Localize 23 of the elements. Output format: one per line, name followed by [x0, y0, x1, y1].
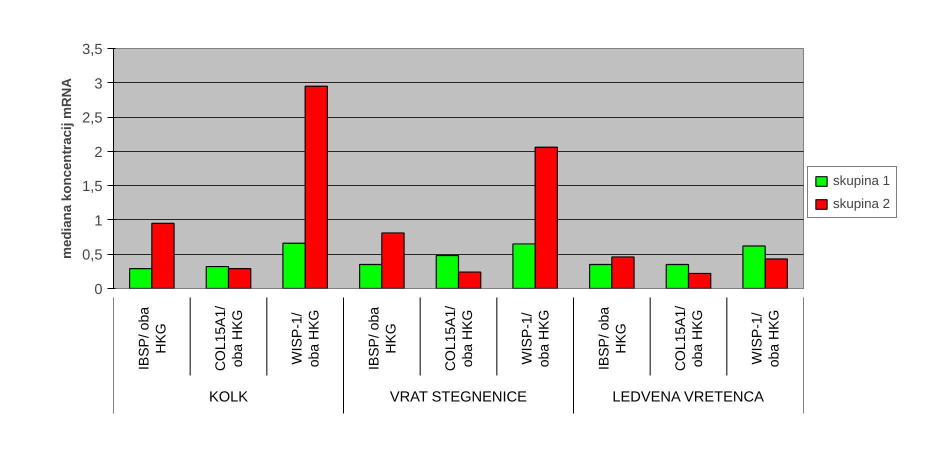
text: KOLK — [208, 390, 248, 406]
text: LEDVENA VRETENCA — [612, 390, 764, 406]
x-tick-label: IBSP/ oba HKG — [365, 306, 398, 370]
y-tick-label: 0 — [94, 282, 103, 298]
y-tick-label: 3,5 — [82, 42, 102, 58]
x-tick-label: IBSP/ oba HKG — [595, 306, 628, 370]
x-tick-label: COL15A1/ oba HKG — [212, 306, 245, 372]
x-tick-label: COL15A1/ oba HKG — [672, 306, 705, 372]
y-tick-label: 1,5 — [82, 179, 102, 196]
x-tick-label: WISP-1/ oba HKG — [518, 310, 552, 368]
legend-label: skupina 1 — [833, 173, 890, 188]
y-tick-label: 0,5 — [82, 248, 102, 264]
y-tick-label: 1 — [94, 213, 103, 230]
x-tick-label: WISP-1/ oba HKG — [748, 310, 782, 368]
y-tick-label: 2 — [94, 144, 103, 161]
y-tick-label: 2,5 — [82, 110, 102, 127]
y-axis-title: mediana koncentracij mRNA — [59, 78, 74, 259]
x-tick-label: IBSP/ oba HKG — [135, 306, 168, 370]
x-tick-label: WISP-1/ oba HKG — [288, 310, 322, 368]
text: VRAT STEGNENICE — [390, 390, 528, 406]
legend-label: skupina 2 — [833, 196, 890, 211]
x-tick-label: COL15A1/ oba HKG — [442, 306, 475, 372]
y-tick-label: 3 — [94, 76, 103, 92]
